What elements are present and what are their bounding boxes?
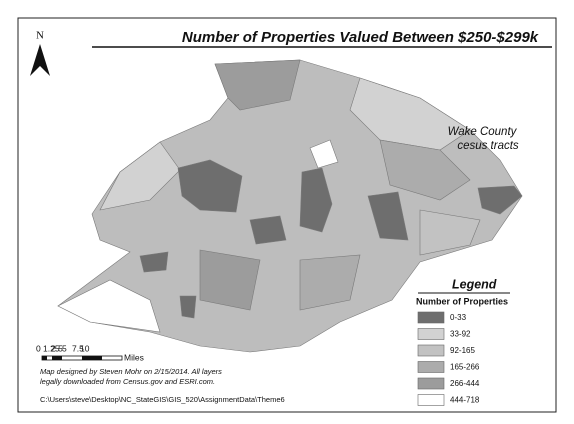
tract-dark: [249, 215, 287, 245]
legend-label: 33-92: [450, 330, 471, 339]
legend-label: 92-165: [450, 346, 475, 355]
scale-bar: 0 1.252.5 5 7.510 Miles: [36, 343, 144, 362]
map-title: Number of Properties Valued Between $250…: [182, 29, 539, 46]
legend-swatch: [417, 361, 445, 373]
scale-label: 2.5: [51, 343, 63, 353]
north-arrow: [30, 44, 50, 76]
credits: Map designed by Steven Mohr on 2/15/2014…: [40, 367, 222, 376]
tract-light: [99, 141, 181, 211]
scale-label: 0: [36, 343, 41, 353]
legend-swatch: [417, 311, 445, 324]
tract-dark: [367, 191, 409, 241]
frame: [17, 17, 557, 413]
tract-white: [309, 139, 339, 169]
legend-items: 0-33 33-92 92-165 165-266 266-444 444-718: [417, 311, 480, 406]
legend-swatch: [417, 344, 445, 357]
scale-label: 10: [80, 343, 90, 353]
tract-dark: [299, 167, 333, 233]
legend-swatch: [417, 328, 445, 340]
tract-mid: [299, 254, 361, 311]
legend-label: 0-33: [450, 313, 467, 322]
scale-seg: [42, 356, 47, 360]
annotation: cesus tracts: [457, 140, 519, 152]
legend-swatch: [417, 394, 445, 406]
tract-mid: [214, 59, 301, 111]
legend-label: 266-444: [450, 379, 480, 388]
legend-title: Legend: [452, 277, 497, 291]
scale-label: 5: [62, 343, 67, 353]
tract-dark: [477, 185, 523, 215]
legend-subtitle: Number of Properties: [416, 296, 508, 306]
tract-white: [57, 279, 161, 333]
legend-label: 165-266: [450, 363, 480, 372]
file-path: C:\Users\steve\Desktop\NC_StateGIS\GIS_5…: [40, 395, 285, 404]
tract-mid: [379, 139, 471, 201]
annotation: Wake County: [448, 126, 518, 138]
tract-dark: [177, 159, 243, 213]
north-label: N: [36, 30, 44, 42]
scale-unit: Miles: [124, 352, 144, 362]
scale-seg: [52, 356, 62, 360]
tract-dark: [139, 251, 169, 273]
scale-seg: [82, 356, 102, 360]
scale-label: 7.5: [72, 343, 84, 353]
scale-label: 1.25: [43, 343, 60, 353]
tract-mid: [199, 249, 261, 311]
credits: legally downloaded from Census.gov and E…: [40, 377, 215, 386]
tract-dark: [179, 295, 197, 319]
tract-light: [419, 209, 481, 256]
legend-label: 444-718: [450, 396, 480, 405]
tracts: [57, 59, 523, 353]
legend-swatch: [417, 377, 445, 390]
